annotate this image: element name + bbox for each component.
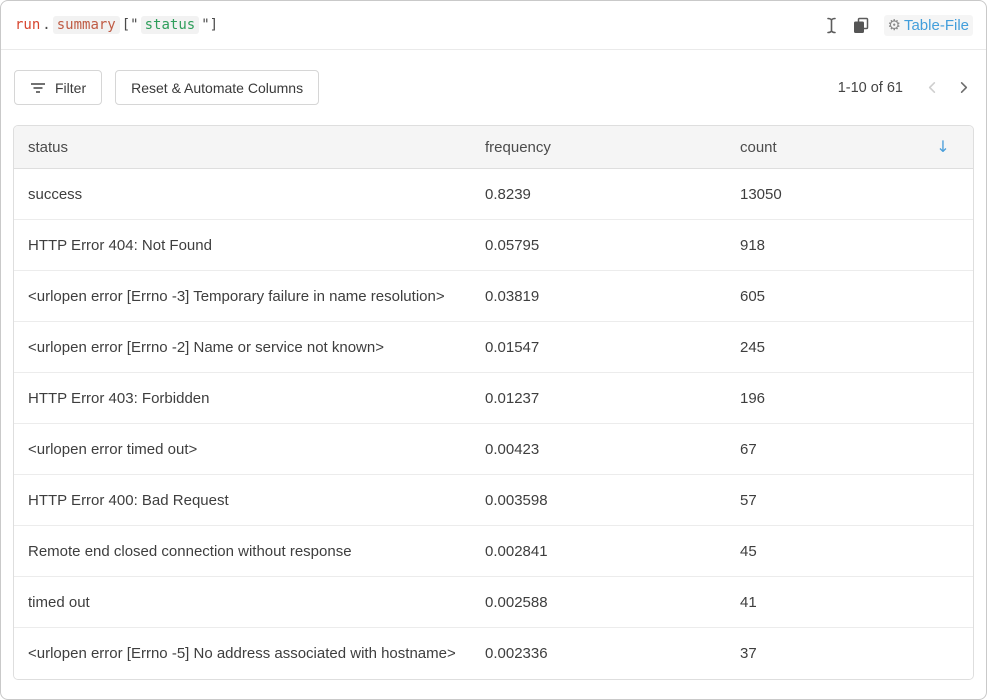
count-cell: 37: [740, 645, 757, 662]
count-cell: 196: [740, 389, 766, 407]
reset-automate-columns-label: Reset & Automate Columns: [131, 79, 304, 96]
pagination-range-label: 1-10 of 61: [837, 79, 903, 96]
count-cell: 13050: [740, 185, 782, 203]
status-cell: <urlopen error [Errno -5] No address ass…: [28, 645, 456, 662]
status-cell: success: [28, 185, 83, 203]
status-cell: HTTP Error 404: Not Found: [28, 236, 212, 254]
expression-token-string: status: [140, 16, 200, 34]
table-row: HTTP Error 403: Forbidden 0.01237 196: [14, 373, 973, 424]
status-cell: <urlopen error timed out>: [28, 440, 198, 458]
expression-token-property: summary: [52, 16, 120, 34]
column-header-status[interactable]: status: [28, 138, 69, 156]
table-row: <urlopen error [Errno -2] Name or servic…: [14, 322, 973, 373]
table-file-link[interactable]: ⚙ Table-File: [883, 14, 973, 36]
table-row: success 0.8239 13050: [14, 169, 973, 220]
expression-token-bracket-open: [": [121, 17, 139, 33]
copy-icon: [853, 17, 869, 34]
status-cell: <urlopen error [Errno -2] Name or servic…: [28, 338, 384, 356]
table-row: Remote end closed connection without res…: [14, 526, 973, 577]
count-cell: 57: [740, 491, 757, 509]
expression-actions: ⚙ Table-File: [825, 14, 973, 36]
table-file-label: Table-File: [903, 16, 969, 34]
reset-automate-columns-button[interactable]: Reset & Automate Columns: [115, 70, 320, 105]
chevron-left-icon: [925, 80, 940, 95]
chevron-right-icon: [956, 80, 971, 95]
status-cell: HTTP Error 403: Forbidden: [28, 389, 210, 407]
table-row: <urlopen error [Errno -3] Temporary fail…: [14, 271, 973, 322]
frequency-cell: 0.003598: [485, 491, 548, 509]
filter-button-label: Filter: [55, 79, 87, 96]
frequency-cell: 0.01237: [485, 389, 540, 407]
pagination: 1-10 of 61: [838, 78, 973, 97]
table-row: <urlopen error timed out> 0.00423 67: [14, 424, 973, 475]
edit-expression-button[interactable]: [825, 17, 838, 34]
summary-expression[interactable]: run. summary [" status "]: [14, 16, 219, 34]
table-row: HTTP Error 404: Not Found 0.05795 918: [14, 220, 973, 271]
status-cell: timed out: [28, 593, 90, 611]
filter-button[interactable]: Filter: [14, 70, 103, 105]
text-cursor-icon: [825, 17, 838, 34]
next-page-button[interactable]: [954, 78, 973, 97]
gear-icon: ⚙: [887, 15, 901, 34]
frequency-cell: 0.05795: [485, 236, 540, 254]
expression-token-dot: .: [42, 17, 51, 33]
status-cell: Remote end closed connection without res…: [28, 542, 352, 560]
table-row: HTTP Error 400: Bad Request 0.003598 57: [14, 475, 973, 526]
frequency-cell: 0.00423: [485, 440, 540, 458]
filter-icon: [30, 82, 46, 94]
table-body: success 0.8239 13050 HTTP Error 404: Not…: [14, 169, 973, 679]
count-cell: 245: [740, 338, 766, 356]
status-cell: HTTP Error 400: Bad Request: [28, 491, 229, 509]
count-cell: 605: [740, 287, 766, 305]
sort-descending-icon[interactable]: ↓: [936, 139, 950, 155]
expression-token-variable: run: [15, 17, 41, 33]
count-cell: 918: [740, 236, 766, 254]
sort-header-cell: ↓: [913, 139, 973, 155]
status-table: status frequency count ↓ success 0.8239 …: [13, 125, 974, 680]
frequency-cell: 0.8239: [485, 185, 531, 203]
count-cell: 67: [740, 440, 757, 458]
column-header-count[interactable]: count: [740, 138, 777, 156]
frequency-cell: 0.03819: [485, 287, 540, 305]
frequency-cell: 0.002588: [485, 593, 548, 611]
count-cell: 45: [740, 542, 757, 560]
table-header-row: status frequency count ↓: [14, 126, 973, 169]
previous-page-button[interactable]: [923, 78, 942, 97]
table-row: timed out 0.002588 41: [14, 577, 973, 628]
status-cell: <urlopen error [Errno -3] Temporary fail…: [28, 287, 445, 305]
table-row: <urlopen error [Errno -5] No address ass…: [14, 628, 973, 679]
table-toolbar: Filter Reset & Automate Columns 1-10 of …: [1, 50, 986, 125]
count-cell: 41: [740, 593, 757, 611]
column-header-frequency[interactable]: frequency: [485, 138, 551, 156]
frequency-cell: 0.002841: [485, 542, 548, 560]
expression-token-bracket-close: "]: [201, 17, 219, 33]
frequency-cell: 0.002336: [485, 645, 548, 662]
expression-bar: run. summary [" status "] ⚙: [1, 1, 986, 50]
frequency-cell: 0.01547: [485, 338, 540, 356]
copy-button[interactable]: [853, 17, 869, 34]
